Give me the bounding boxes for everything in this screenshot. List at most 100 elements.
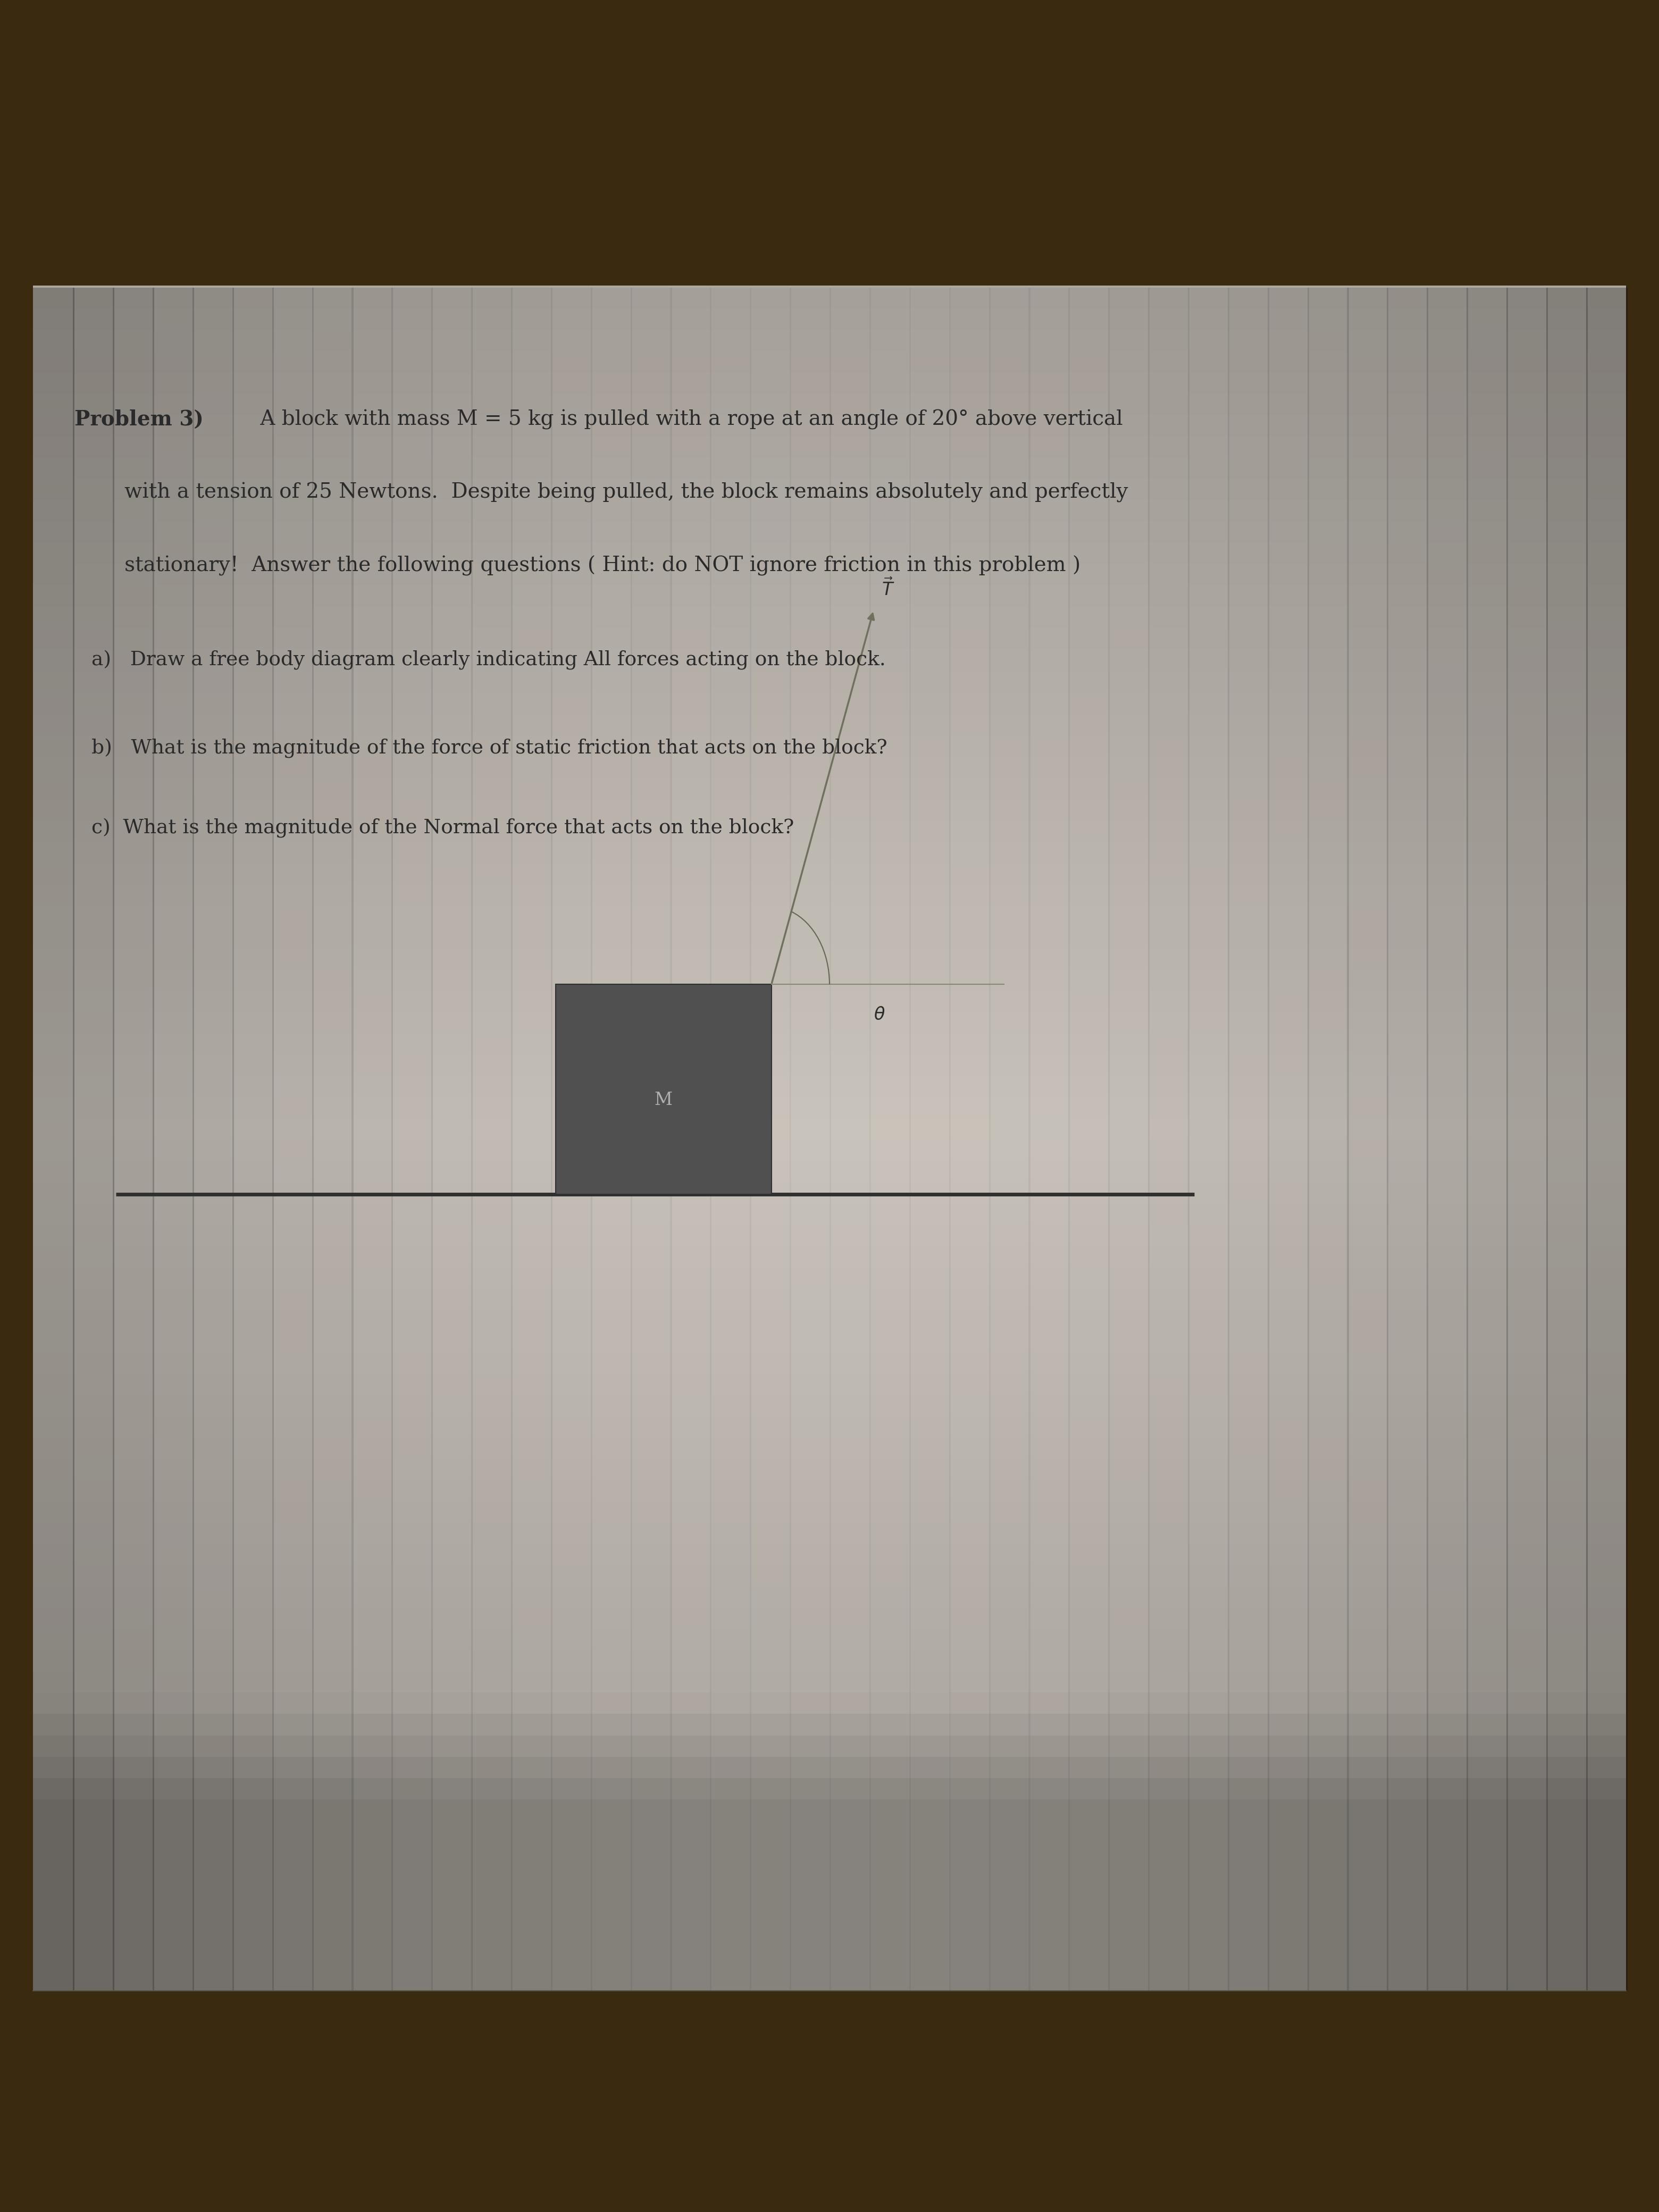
Bar [33, 1500, 1626, 1522]
Bar [1427, 288, 1468, 1991]
Bar [33, 668, 1626, 692]
Bar [153, 288, 194, 1991]
Bar [33, 1584, 1626, 1608]
Bar [33, 1690, 1626, 1714]
Bar [33, 1882, 1626, 1905]
Bar [431, 288, 473, 1991]
Bar [630, 288, 672, 1991]
Bar [1506, 288, 1548, 1991]
Bar [312, 288, 353, 1991]
Bar [710, 288, 752, 1991]
Bar [33, 1648, 1626, 1672]
Bar [33, 1349, 1626, 1374]
Bar [750, 288, 791, 1991]
Bar [33, 584, 1626, 606]
Text: stationary!  Answer the following questions ( Hint: do NOT ignore friction in th: stationary! Answer the following questio… [105, 555, 1080, 575]
Bar [33, 349, 1626, 372]
Bar [33, 1734, 1626, 1756]
Bar [33, 1754, 1626, 1778]
Bar [33, 369, 1626, 394]
Bar [232, 288, 274, 1991]
Bar [33, 1966, 1626, 1991]
Bar [1188, 288, 1229, 1991]
Bar [33, 1860, 1626, 1885]
Bar [73, 288, 114, 1991]
Bar [33, 989, 1626, 1011]
Bar [750, 288, 791, 1991]
Text: with a tension of 25 Newtons.  Despite being pulled, the block remains absolutel: with a tension of 25 Newtons. Despite be… [105, 482, 1128, 502]
Bar [33, 902, 1626, 927]
Bar [710, 288, 752, 1991]
Bar [1387, 288, 1428, 1991]
Bar [1347, 288, 1389, 1991]
Bar [33, 604, 1626, 628]
Bar [33, 392, 1626, 416]
Bar [33, 1073, 1626, 1097]
Bar [1148, 288, 1190, 1991]
Bar [352, 288, 393, 1991]
Bar [33, 1201, 1626, 1223]
Bar [33, 1902, 1626, 1927]
Bar [33, 1115, 1626, 1139]
Bar [192, 288, 234, 1991]
Bar [33, 1712, 1626, 1734]
Bar [33, 1776, 1626, 1798]
Bar [1467, 288, 1508, 1991]
Bar [33, 1243, 1626, 1267]
Bar [33, 1606, 1626, 1628]
Text: Problem 3): Problem 3) [75, 409, 204, 429]
Bar [1307, 288, 1349, 1991]
Bar [33, 542, 1626, 564]
Bar [1307, 288, 1349, 1991]
Text: A block with mass M = 5 kg is pulled with a rope at an angle of 20° above vertic: A block with mass M = 5 kg is pulled wit… [254, 409, 1123, 429]
Text: $\vec{T}$: $\vec{T}$ [883, 577, 894, 599]
Bar [33, 327, 1626, 352]
Bar [591, 288, 632, 1991]
Bar [272, 288, 314, 1991]
Bar [1546, 288, 1588, 1991]
Bar [33, 520, 1626, 544]
Bar [33, 967, 1626, 991]
Bar [33, 1478, 1626, 1502]
Bar [33, 1626, 1626, 1650]
Bar [511, 288, 552, 1991]
Bar [33, 818, 1626, 841]
Text: a)   Draw a free body diagram clearly indicating All forces acting on the block.: a) Draw a free body diagram clearly indi… [91, 650, 886, 670]
Bar [1108, 288, 1150, 1991]
Bar [1068, 288, 1110, 1991]
Bar [352, 288, 393, 1991]
Bar [33, 860, 1626, 885]
Bar [33, 1179, 1626, 1203]
Bar [113, 288, 154, 1991]
Bar [1228, 288, 1269, 1991]
Bar [33, 1394, 1626, 1416]
Bar [1347, 288, 1389, 1991]
Bar [33, 414, 1626, 436]
Bar [33, 1329, 1626, 1352]
Bar [33, 288, 75, 1991]
Bar [1586, 288, 1627, 1991]
Bar [33, 1562, 1626, 1586]
Bar [830, 288, 871, 1991]
Bar [33, 1285, 1626, 1310]
Bar [33, 1520, 1626, 1544]
Bar [790, 288, 831, 1991]
Bar [33, 690, 1626, 712]
Bar [33, 1009, 1626, 1033]
Bar [1546, 288, 1588, 1991]
Text: M: M [655, 1091, 672, 1108]
Bar [33, 434, 1626, 458]
Bar [551, 288, 592, 1991]
Bar [33, 288, 1626, 1991]
Bar [1029, 288, 1070, 1991]
Bar [471, 288, 513, 1991]
Bar [1068, 288, 1110, 1991]
Bar [392, 288, 433, 1991]
Bar [33, 1265, 1626, 1287]
Bar [33, 774, 1626, 799]
Bar [551, 288, 592, 1991]
Bar [431, 288, 473, 1991]
Bar [1586, 288, 1627, 1991]
Bar [33, 1455, 1626, 1480]
Bar [153, 288, 194, 1991]
